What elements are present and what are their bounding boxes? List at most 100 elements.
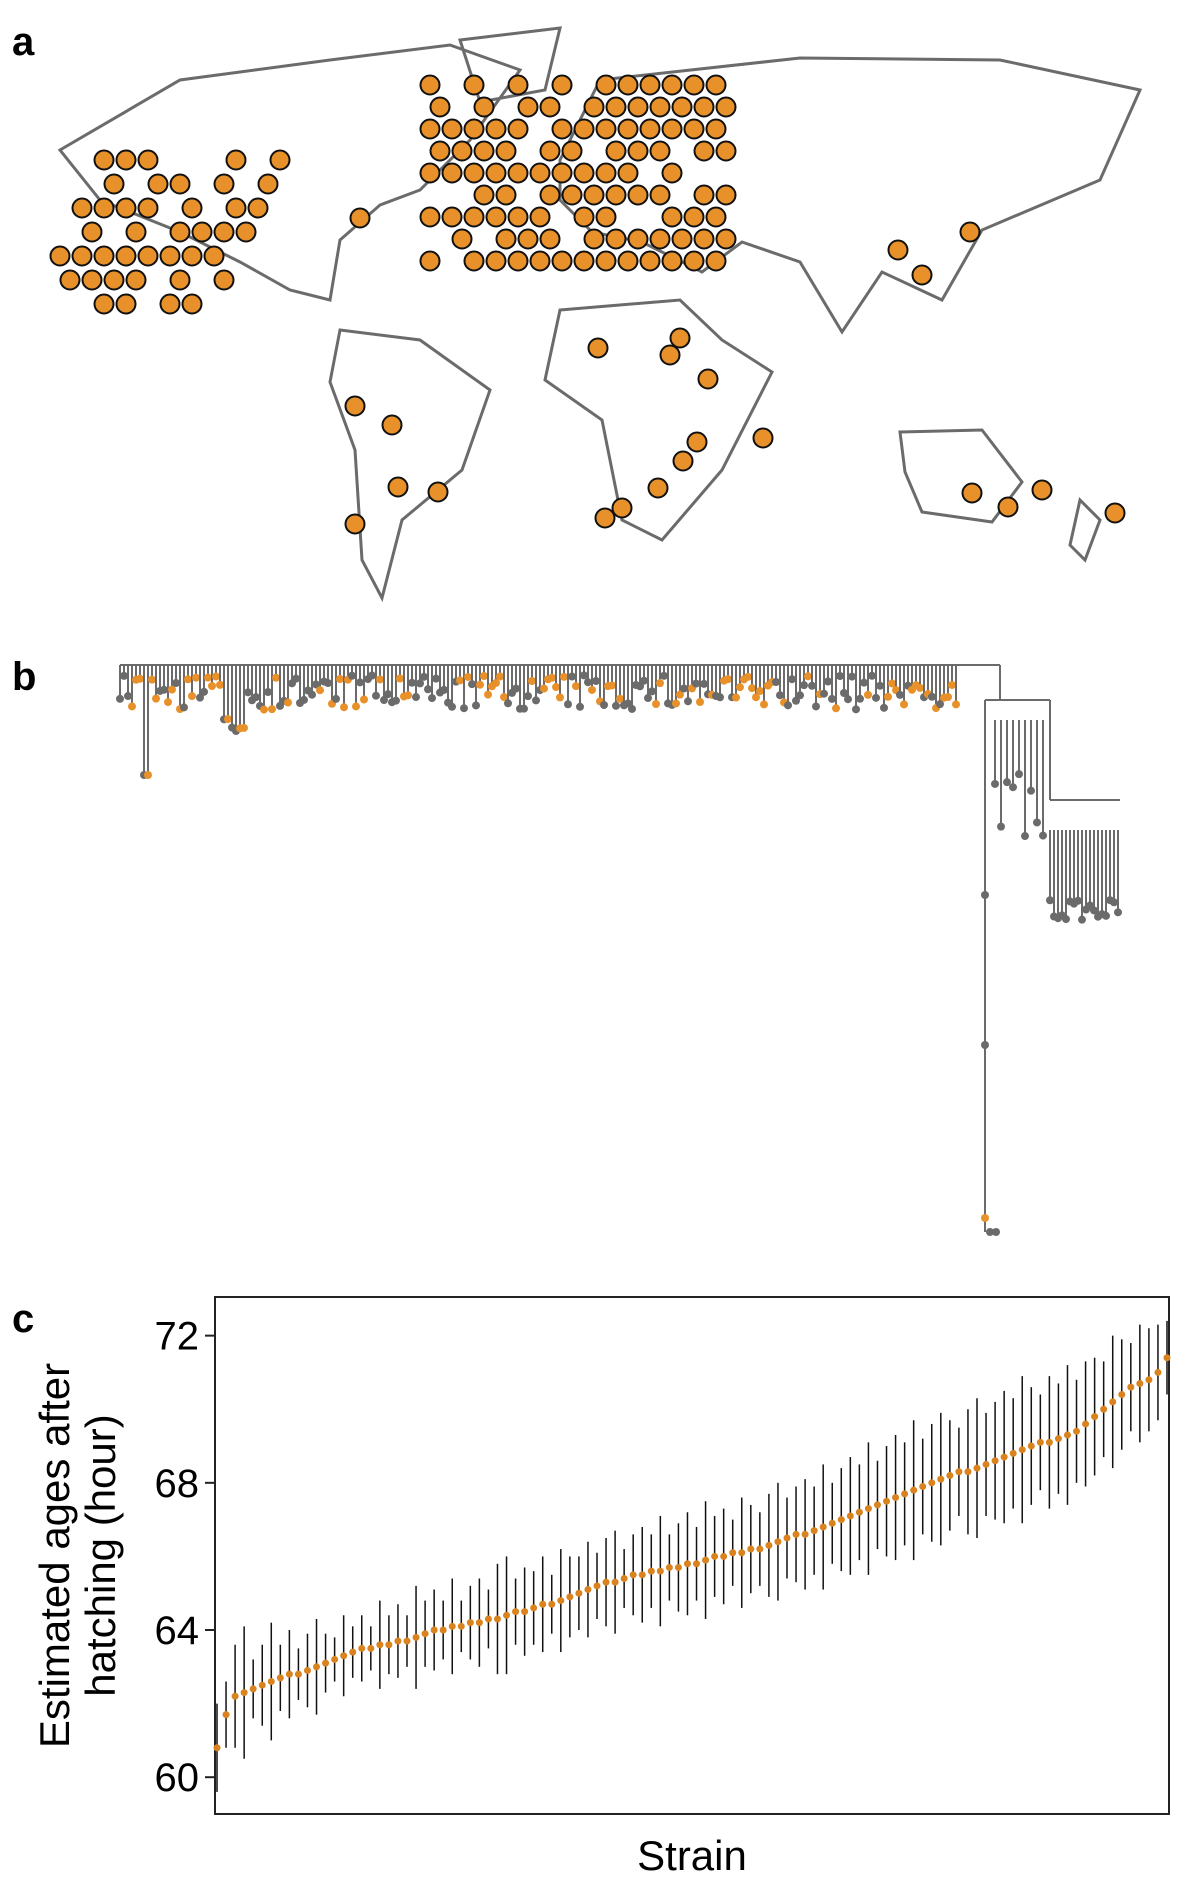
map-point	[517, 96, 539, 118]
tip	[788, 675, 796, 684]
tip	[392, 696, 400, 705]
map-point	[693, 228, 715, 250]
tip	[1009, 783, 1017, 792]
tip	[540, 684, 548, 693]
map-point	[125, 221, 147, 243]
map-point	[225, 149, 247, 171]
y-axis-label: Estimated ages afterhatching (hour)	[31, 1363, 124, 1748]
tip	[628, 704, 636, 713]
map-point	[213, 269, 235, 291]
point	[457, 1622, 465, 1630]
point	[403, 1637, 411, 1645]
tip	[800, 681, 808, 690]
point	[720, 1552, 728, 1560]
tip	[1062, 915, 1070, 924]
tip	[152, 694, 160, 703]
tip	[396, 674, 404, 683]
tip	[756, 687, 764, 696]
tip	[160, 685, 168, 694]
tip	[480, 672, 488, 681]
tip	[552, 683, 560, 692]
map-point	[697, 368, 719, 390]
tip	[600, 701, 608, 710]
map-point	[661, 118, 683, 140]
point	[512, 1608, 520, 1616]
map-point	[672, 450, 694, 472]
tip	[624, 699, 632, 708]
point	[792, 1530, 800, 1538]
map-point	[429, 140, 451, 162]
map-point	[605, 140, 627, 162]
tip	[852, 705, 860, 714]
point	[602, 1578, 610, 1586]
point	[1163, 1354, 1171, 1362]
point	[620, 1574, 628, 1582]
tip	[836, 671, 844, 680]
map-point	[125, 269, 147, 291]
point	[801, 1530, 809, 1538]
map-point	[605, 96, 627, 118]
tip	[684, 697, 692, 706]
point	[303, 1666, 311, 1674]
map-point	[103, 269, 125, 291]
map-point	[419, 118, 441, 140]
map-point	[539, 140, 561, 162]
point	[783, 1534, 791, 1542]
point	[819, 1523, 827, 1531]
tip	[336, 675, 344, 684]
tip	[608, 681, 616, 690]
map-point	[115, 197, 137, 219]
point	[349, 1648, 357, 1656]
point	[837, 1516, 845, 1524]
tip	[752, 693, 760, 702]
point	[702, 1556, 710, 1564]
tip	[172, 679, 180, 688]
point	[892, 1494, 900, 1502]
point	[294, 1670, 302, 1678]
map-point	[495, 228, 517, 250]
point	[593, 1582, 601, 1590]
tip	[991, 779, 999, 788]
tip	[188, 692, 196, 701]
map-point	[115, 245, 137, 267]
tip	[584, 678, 592, 687]
map-point	[451, 228, 473, 250]
tip	[492, 678, 500, 687]
map-point	[583, 184, 605, 206]
map-point	[93, 245, 115, 267]
point	[747, 1545, 755, 1553]
map-point	[495, 184, 517, 206]
tip	[656, 679, 664, 688]
tip	[1003, 778, 1011, 787]
tip	[224, 715, 232, 724]
map-point	[605, 184, 627, 206]
point	[231, 1692, 239, 1700]
map-point	[473, 184, 495, 206]
tip	[424, 685, 432, 694]
tip	[472, 701, 480, 710]
tip	[1021, 832, 1029, 841]
tip	[732, 693, 740, 702]
map-point	[71, 197, 93, 219]
point	[1145, 1376, 1153, 1384]
point	[946, 1471, 954, 1479]
tip	[804, 672, 812, 681]
map-point	[181, 293, 203, 315]
map-point	[485, 118, 507, 140]
map-point	[419, 206, 441, 228]
map-point	[93, 197, 115, 219]
tip	[981, 1041, 989, 1049]
tip	[180, 703, 188, 712]
map-point	[587, 337, 609, 359]
tip	[212, 672, 220, 681]
map-point	[911, 264, 933, 286]
point	[665, 1563, 673, 1571]
map-point	[93, 293, 115, 315]
tip	[128, 702, 136, 711]
map-point	[451, 140, 473, 162]
point	[213, 1744, 221, 1752]
point	[1063, 1431, 1071, 1439]
point	[855, 1508, 863, 1516]
tip	[548, 673, 556, 682]
point	[810, 1527, 818, 1535]
